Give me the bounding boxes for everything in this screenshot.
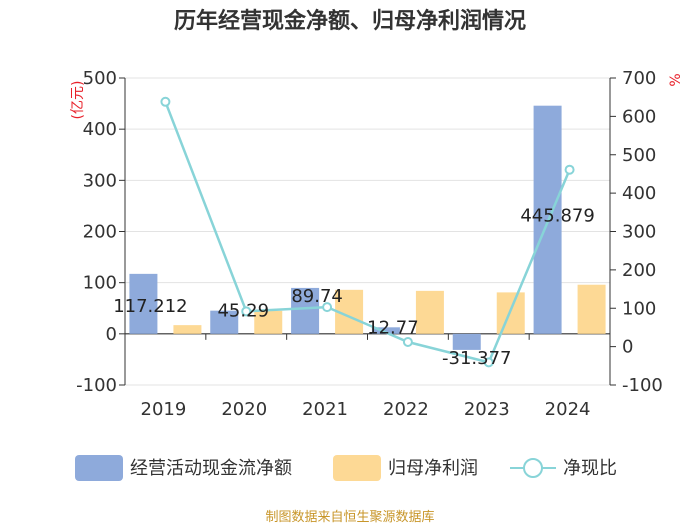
data-label-cash-flow: 445.879 [520,206,594,227]
left-tick-label: -100 [76,375,117,396]
bar-cash-flow [291,287,320,334]
bar-net-profit [415,290,444,334]
left-tick-label: 400 [83,119,117,140]
right-tick-label: 600 [622,106,656,127]
bar-cash-flow [210,310,239,334]
right-tick-label: 300 [622,222,656,243]
left-tick-label: 300 [83,170,117,191]
bar-net-profit [254,310,283,334]
bar-cash-flow [452,333,481,350]
legend: 经营活动现金流净额 归母净利润 净现比 [75,455,617,481]
ratio-marker [322,302,333,313]
right-tick-label: 400 [622,183,656,204]
ratio-marker [564,164,575,175]
x-tick-label: 2019 [141,399,187,420]
right-tick-label: 700 [622,68,656,89]
legend-swatch-cash-flow [75,455,123,481]
data-label-cash-flow: 12.77 [367,317,419,338]
bar-series [129,105,606,350]
ratio-marker [402,337,413,348]
ratio-line [164,101,571,364]
ratio-marker [160,96,171,107]
ratio-marker [241,306,252,317]
data-labels: 117.212 45.29 89.74 12.77 -31.377 445.879 [113,206,595,369]
right-tick-label: 200 [622,260,656,281]
legend-label-cash-flow: 经营活动现金流净额 [130,458,292,479]
data-label-cash-flow: 89.74 [291,286,343,307]
data-label-cash-flow: 45.29 [217,301,269,322]
left-tick-label: 200 [83,222,117,243]
x-tick-label: 2023 [464,399,510,420]
ratio-marker [483,357,494,368]
x-tick-label: 2020 [221,399,267,420]
left-tick-label: 500 [83,68,117,89]
line-series [160,96,575,368]
x-tick-label: 2021 [302,399,348,420]
right-axis-unit: % [668,73,684,86]
bar-net-profit [577,284,606,334]
right-tick-label: 100 [622,298,656,319]
left-tick-label: 0 [106,324,117,345]
chart-title: 历年经营现金净额、归母净利润情况 [174,8,526,34]
bar-net-profit [173,325,202,334]
right-tick-label: 0 [622,337,633,358]
right-tick-label: 500 [622,145,656,166]
data-label-cash-flow: -31.377 [442,348,511,369]
legend-label-ratio: 净现比 [563,458,617,479]
data-label-cash-flow: 117.212 [113,296,187,317]
bar-cash-flow [371,327,400,334]
left-axis-unit: (亿元) [70,81,86,120]
legend-swatch-ratio-marker [523,458,543,478]
axes: -100 0 100 200 300 400 500 -100 0 100 200 300 400 500… [76,68,663,420]
left-tick-label: 100 [83,273,117,294]
x-tick-label: 2024 [545,399,591,420]
legend-label-net-profit: 归母净利润 [388,458,478,479]
source-note: 制图数据来自恒生聚源数据库 [265,509,434,525]
legend-swatch-net-profit [333,455,381,481]
right-tick-label: -100 [622,375,663,396]
x-tick-label: 2022 [383,399,429,420]
bar-cash-flow [129,273,158,334]
